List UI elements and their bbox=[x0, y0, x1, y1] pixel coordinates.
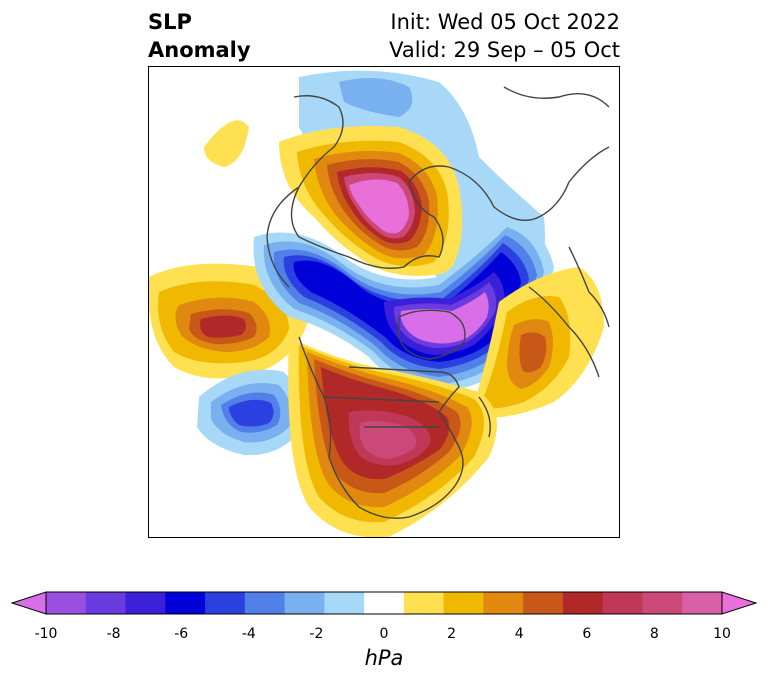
colorbar-segment bbox=[85, 592, 127, 614]
colorbar bbox=[10, 591, 758, 615]
colorbar-segment bbox=[403, 592, 445, 614]
colorbar-tick-label: -4 bbox=[241, 626, 256, 642]
title-init: Init: Wed 05 Oct 2022 bbox=[390, 10, 620, 34]
title-type: Anomaly bbox=[148, 38, 251, 62]
anomaly-map bbox=[149, 70, 610, 537]
colorbar-segment bbox=[642, 592, 683, 614]
colorbar-segment bbox=[682, 592, 723, 614]
colorbar-tick-label: 10 bbox=[713, 626, 731, 642]
colorbar-tick-label: -2 bbox=[309, 626, 324, 642]
map-panel bbox=[148, 66, 620, 538]
colorbar-segment bbox=[523, 592, 564, 614]
colorbar-segment bbox=[46, 592, 87, 614]
colorbar-segment bbox=[125, 592, 166, 614]
colorbar-tick-label: -6 bbox=[174, 626, 189, 642]
anomaly-blob-canada-positive-7 bbox=[349, 179, 409, 234]
colorbar-units: hPa bbox=[364, 646, 404, 670]
colorbar-segment bbox=[205, 592, 246, 614]
colorbar-segment bbox=[562, 592, 604, 614]
anomaly-blob-us-positive-7 bbox=[359, 421, 416, 459]
anomaly-blob-pacific-positive-5 bbox=[200, 315, 246, 338]
colorbar-tick-label: 6 bbox=[582, 626, 592, 642]
colorbar-tick-label: 8 bbox=[649, 626, 659, 642]
colorbar-segment bbox=[165, 592, 206, 614]
colorbar-tick-label: -10 bbox=[34, 626, 58, 642]
colorbar-extend-min bbox=[10, 591, 47, 615]
title-valid: Valid: 29 Sep – 05 Oct bbox=[389, 38, 620, 62]
colorbar-segment bbox=[364, 592, 405, 614]
colorbar-segment bbox=[284, 592, 325, 614]
colorbar-segment bbox=[443, 592, 484, 614]
colorbar-tick-label: 4 bbox=[514, 626, 524, 642]
chart-title-left: SLP Anomaly bbox=[148, 8, 251, 64]
anomaly-blob-pacific-north bbox=[204, 120, 249, 167]
colorbar-segment bbox=[483, 592, 524, 614]
title-variable: SLP bbox=[148, 10, 192, 34]
colorbar-tick-label: 0 bbox=[379, 626, 389, 642]
colorbar-extend-max bbox=[721, 591, 758, 615]
chart-title-right: Init: Wed 05 Oct 2022 Valid: 29 Sep – 05… bbox=[389, 8, 620, 64]
colorbar-segment bbox=[244, 592, 286, 614]
colorbar-tick-label: -8 bbox=[106, 626, 121, 642]
anomaly-blob-arctic-blue bbox=[339, 78, 413, 117]
anomaly-blob-pacific-negative-4 bbox=[229, 399, 274, 427]
colorbar-segment bbox=[324, 592, 365, 614]
anomaly-blob-arctic-negative-8 bbox=[400, 292, 489, 344]
colorbar-frame bbox=[45, 591, 723, 615]
colorbar-segment bbox=[602, 592, 643, 614]
anomaly-blob-atlantic-positive-4 bbox=[519, 332, 547, 373]
colorbar-tick-label: 2 bbox=[447, 626, 457, 642]
coastlines bbox=[266, 86, 610, 519]
